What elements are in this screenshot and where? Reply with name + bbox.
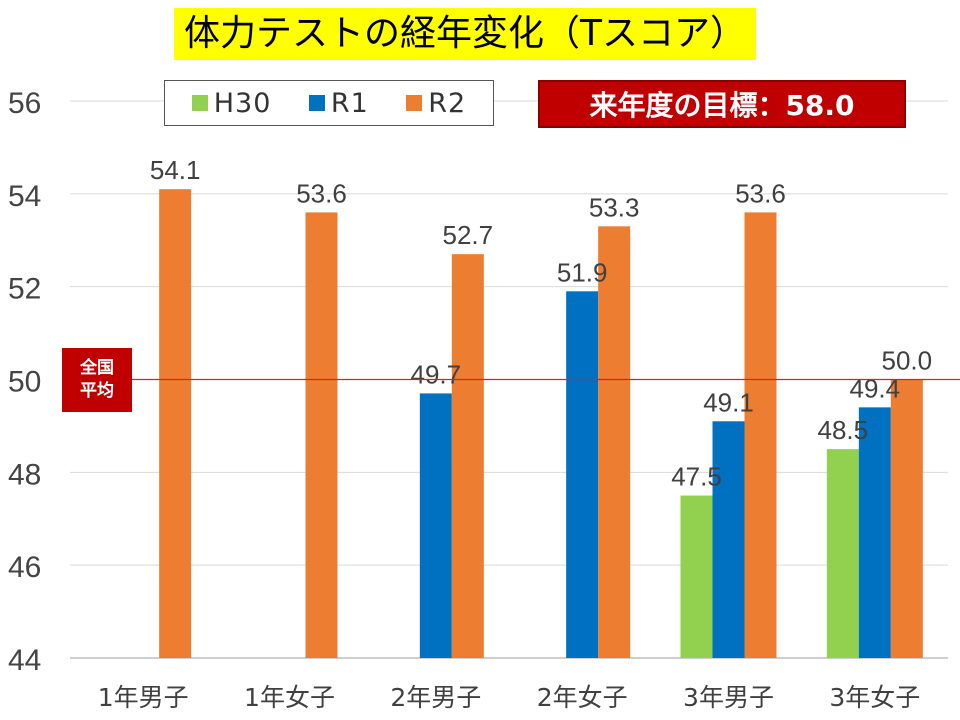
x-tick-label: 3年女子	[829, 683, 920, 712]
national-average-badge: 全国 平均	[62, 348, 132, 412]
chart-title-box: 体力テストの経年変化（Tスコア）	[174, 8, 756, 60]
data-label-R2-2: 52.7	[443, 220, 494, 250]
data-label-R1-3: 51.9	[557, 257, 608, 287]
bar-R2-4	[744, 212, 777, 658]
x-tick-label: 1年女子	[244, 683, 335, 712]
legend-swatch-r2	[406, 95, 423, 111]
legend-label-r1: R1	[330, 87, 369, 119]
bar-R2-3	[598, 226, 631, 658]
x-tick-label: 1年男子	[98, 683, 189, 712]
average-label-line1: 全国	[80, 358, 114, 379]
y-tick-label: 52	[8, 273, 41, 306]
y-tick-label: 48	[8, 458, 41, 491]
y-tick-label: 46	[8, 551, 41, 584]
legend: H30 R1 R2	[164, 80, 494, 126]
x-tick-label: 2年男子	[390, 683, 481, 712]
data-label-R2-4: 53.6	[735, 178, 786, 208]
data-label-R2-0: 54.1	[150, 155, 201, 185]
bar-R1-5	[858, 407, 891, 658]
legend-swatch-r1	[308, 95, 325, 111]
data-label-H30-5: 48.5	[818, 415, 869, 445]
legend-label-h30: H30	[213, 87, 272, 119]
data-label-R1-2: 49.7	[411, 359, 462, 389]
bar-H30-4	[680, 495, 713, 658]
data-label-R1-5: 49.4	[850, 373, 901, 403]
bar-R1-2	[419, 393, 452, 658]
bars	[159, 189, 923, 659]
y-tick-label: 44	[8, 644, 41, 677]
x-axis-tick-labels: 1年男子 1年女子 2年男子 2年女子 3年男子 3年女子	[98, 683, 921, 712]
bar-R1-4	[712, 421, 745, 658]
x-tick-label: 2年女子	[537, 683, 628, 712]
goal-box: 来年度の目標：58.0	[538, 80, 906, 128]
goal-label: 来年度の目標：58.0	[589, 89, 855, 122]
legend-item-h30: H30	[191, 87, 272, 119]
legend-item-r2: R2	[406, 88, 466, 119]
data-label-R1-4: 49.1	[703, 387, 754, 417]
data-label-R2-5: 50.0	[882, 346, 933, 376]
x-tick-label: 3年男子	[683, 683, 774, 712]
legend-item-r1: R1	[308, 87, 369, 119]
average-label-line2: 平均	[80, 381, 114, 401]
chart-title: 体力テストの経年変化（Tスコア）	[184, 13, 746, 54]
data-label-H30-4: 47.5	[671, 462, 722, 492]
legend-label-r2: R2	[428, 87, 467, 119]
y-tick-label: 54	[8, 180, 41, 213]
data-labels: 54.1 53.6 49.7 52.7 51.9 53.3 47.5 49.1 53.6 48.5…	[150, 155, 932, 491]
bar-H30-5	[826, 449, 859, 658]
y-axis-tick-labels: 44 46 48 50 52 54 56	[8, 87, 41, 677]
bar-R2-0	[159, 189, 192, 659]
bar-R1-3	[566, 291, 599, 658]
data-label-R2-1: 53.6	[296, 178, 347, 208]
legend-swatch-h30	[191, 95, 208, 111]
y-tick-label: 56	[8, 87, 41, 120]
bar-R2-5	[890, 379, 923, 658]
bar-R2-2	[451, 254, 484, 659]
data-label-R2-3: 53.3	[589, 192, 640, 222]
y-tick-label: 50	[8, 366, 41, 399]
bar-R2-1	[305, 212, 338, 658]
